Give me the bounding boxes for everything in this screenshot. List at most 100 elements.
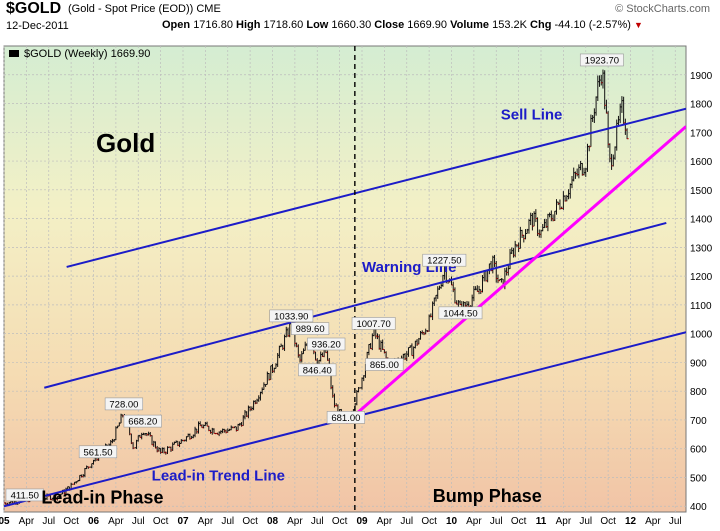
y-tick-label: 700 bbox=[690, 416, 707, 427]
y-tick-label: 1300 bbox=[690, 243, 713, 254]
price-label: 1007.70 bbox=[356, 319, 390, 330]
price-label: 936.20 bbox=[312, 340, 341, 351]
x-tick-label: Jul bbox=[42, 516, 55, 527]
x-tick-label: Jul bbox=[579, 516, 592, 527]
price-label: 411.50 bbox=[11, 490, 39, 501]
price-label: 1227.50 bbox=[427, 256, 461, 267]
price-label: 1923.70 bbox=[585, 55, 619, 66]
x-tick-label: Jul bbox=[311, 516, 324, 527]
y-tick-label: 1100 bbox=[690, 301, 712, 312]
x-tick-label: Apr bbox=[198, 516, 214, 527]
symbol-description: (Gold - Spot Price (EOD)) CME bbox=[68, 3, 221, 15]
x-tick-label: Oct bbox=[332, 516, 348, 527]
stockcharts-brand: © StockCharts.com bbox=[615, 3, 710, 15]
price-label-box bbox=[290, 322, 330, 335]
x-tick-label: 07 bbox=[177, 516, 189, 527]
price-label: 561.50 bbox=[83, 447, 112, 458]
y-tick-label: 1900 bbox=[690, 71, 713, 82]
x-tick-label: Apr bbox=[645, 516, 661, 527]
plot-background bbox=[3, 45, 687, 513]
price-label: 989.60 bbox=[296, 324, 325, 335]
y-tick-label: 400 bbox=[690, 502, 707, 513]
phase-label: Bump Phase bbox=[433, 486, 542, 506]
x-axis: 05 Apr Jul Oct 06 Apr Jul Oct 07 Apr Jul Oct 08 Apr Ju… bbox=[0, 516, 682, 527]
price-label: 668.20 bbox=[128, 417, 157, 428]
y-tick-label: 900 bbox=[690, 358, 707, 369]
ohlc-readout: Open 1716.80 High 1718.60 Low 1660.30 Cl… bbox=[162, 19, 643, 31]
volume-value: 153.2K bbox=[492, 19, 527, 31]
x-tick-label: 09 bbox=[356, 516, 368, 527]
chart-title: Gold bbox=[96, 128, 155, 158]
price-label-box bbox=[298, 363, 337, 377]
x-tick-label: Jul bbox=[132, 516, 145, 527]
x-tick-label: 10 bbox=[446, 516, 458, 527]
trend-line bbox=[66, 107, 686, 268]
price-label: 1033.90 bbox=[274, 311, 308, 322]
x-tick-label: Apr bbox=[108, 516, 124, 527]
y-tick-label: 1700 bbox=[690, 128, 713, 139]
price-label-box bbox=[78, 445, 118, 459]
price-label-box bbox=[438, 306, 483, 320]
close-label: Close bbox=[374, 19, 405, 31]
x-tick-label: Jul bbox=[221, 516, 234, 527]
legend-swatch bbox=[9, 50, 19, 57]
high-label: High bbox=[236, 19, 261, 31]
price-label-box bbox=[365, 358, 404, 371]
y-tick-label: 1400 bbox=[690, 215, 713, 226]
y-tick-label: 1600 bbox=[690, 157, 713, 168]
trend-line-label: Sell Line bbox=[501, 106, 563, 123]
x-tick-label: Oct bbox=[153, 516, 169, 527]
x-tick-label: Apr bbox=[556, 516, 572, 527]
x-tick-label: 06 bbox=[88, 516, 100, 527]
chg-down-icon: ▼ bbox=[633, 20, 643, 30]
price-label-box bbox=[5, 488, 44, 502]
price-label: 1044.50 bbox=[443, 308, 477, 319]
open-label: Open bbox=[162, 19, 191, 31]
price-label: 728.00 bbox=[109, 399, 138, 410]
price-label-box bbox=[307, 337, 346, 351]
x-tick-label: Apr bbox=[377, 516, 393, 527]
y-tick-label: 1800 bbox=[690, 100, 713, 111]
y-tick-label: 800 bbox=[690, 387, 707, 398]
x-tick-label: Oct bbox=[63, 516, 79, 527]
x-tick-label: Oct bbox=[600, 516, 616, 527]
x-tick-label: 05 bbox=[0, 516, 10, 527]
price-label-box bbox=[422, 253, 467, 267]
y-tick-label: 1000 bbox=[690, 330, 713, 341]
x-tick-label: 12 bbox=[625, 516, 637, 527]
x-tick-label: Jul bbox=[490, 516, 503, 527]
trend-line bbox=[44, 221, 667, 389]
price-label-box bbox=[351, 317, 396, 330]
price-label-box bbox=[326, 411, 365, 424]
x-tick-label: Apr bbox=[466, 516, 482, 527]
price-label: 681.00 bbox=[331, 413, 360, 424]
price-label-box bbox=[579, 53, 624, 67]
close-value: 1669.90 bbox=[407, 19, 448, 31]
x-tick-label: Oct bbox=[511, 516, 527, 527]
low-label: Low bbox=[306, 19, 329, 31]
volume-label: Volume bbox=[450, 19, 490, 31]
symbol: $GOLD bbox=[6, 0, 62, 17]
x-tick-label: Apr bbox=[287, 516, 303, 527]
x-tick-label: Apr bbox=[19, 516, 35, 527]
price-label-box bbox=[269, 309, 314, 323]
y-tick-label: 600 bbox=[690, 445, 707, 456]
phase-label: Lead-in Phase bbox=[41, 487, 163, 507]
open-value: 1716.80 bbox=[193, 19, 233, 31]
x-tick-label: 08 bbox=[267, 516, 279, 527]
chart-header: $GOLD (Gold - Spot Price (EOD)) CME 12-D… bbox=[0, 0, 720, 34]
y-axis: 400 500 600 700 800 900 1000 1100 1200 1300 1400 15… bbox=[690, 71, 713, 513]
price-label-box bbox=[123, 414, 162, 428]
price-label: 846.40 bbox=[303, 365, 332, 376]
trend-line-label: Lead-in Trend Line bbox=[152, 467, 285, 484]
trend-line bbox=[344, 125, 686, 424]
y-tick-label: 1200 bbox=[690, 272, 713, 283]
x-tick-label: Oct bbox=[242, 516, 258, 527]
price-label-box bbox=[104, 397, 144, 411]
chart-date: 12-Dec-2011 bbox=[6, 20, 69, 32]
y-tick-label: 1500 bbox=[690, 186, 713, 197]
chart-legend: $GOLD (Weekly) 1669.90 bbox=[24, 48, 150, 60]
x-tick-label: Oct bbox=[421, 516, 437, 527]
